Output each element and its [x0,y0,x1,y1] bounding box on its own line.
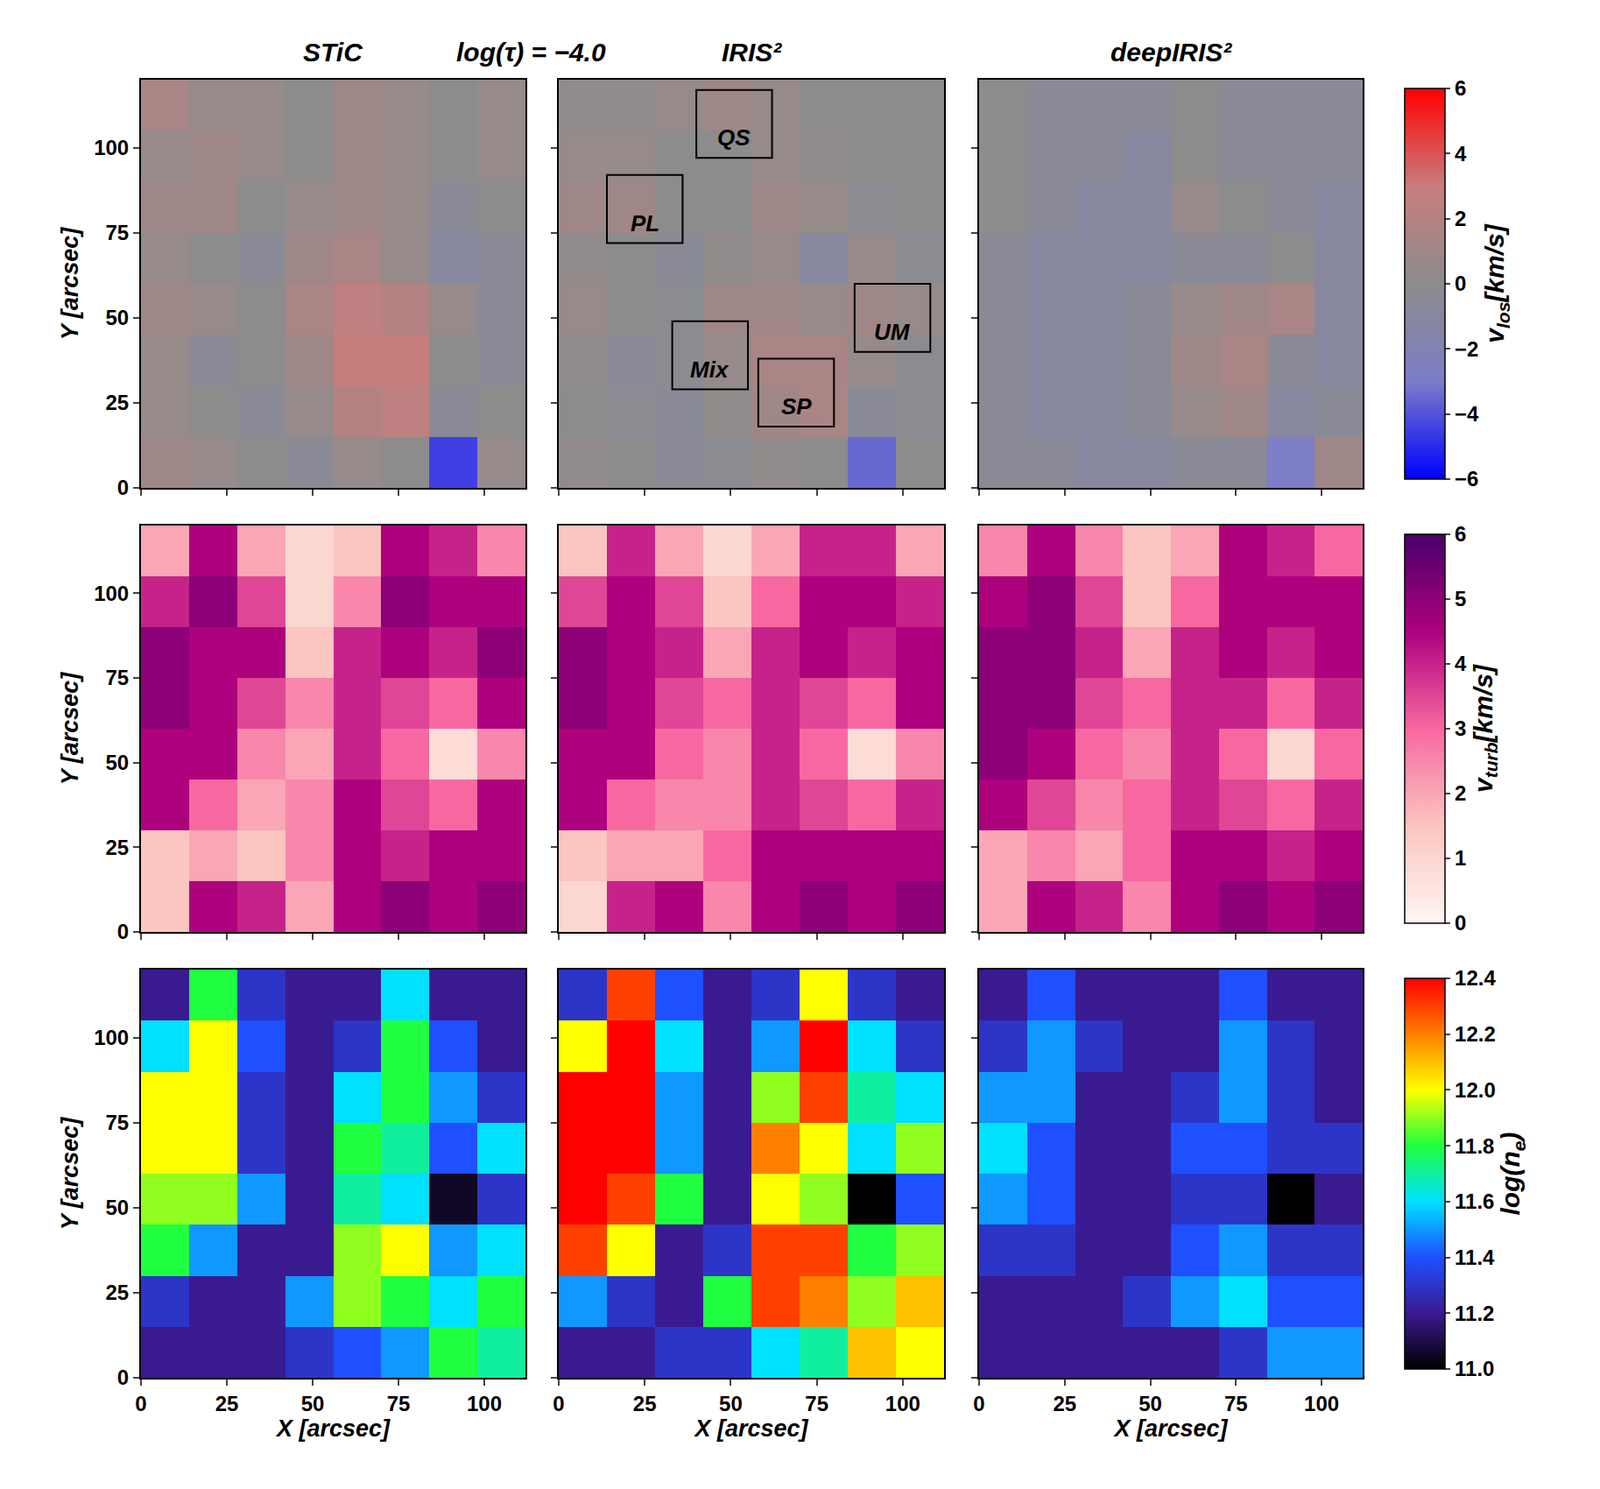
svg-text:3: 3 [1454,716,1467,741]
svg-text:Mix: Mix [690,356,730,383]
svg-text:Y [arcsec]: Y [arcsec] [56,1116,84,1231]
svg-text:0: 0 [117,919,129,944]
svg-text:6: 6 [1454,76,1467,100]
svg-text:11.6: 11.6 [1454,1189,1495,1213]
svg-text:−4: −4 [1454,401,1480,426]
svg-text:v​los​[km/s]: v​los​[km/s] [1480,223,1513,343]
svg-text:75: 75 [1224,1391,1248,1416]
svg-text:100: 100 [93,1025,129,1050]
svg-text:100: 100 [93,135,129,160]
svg-text:QS: QS [717,124,751,151]
svg-text:6: 6 [1454,521,1467,546]
svg-text:log(n​e​): log(n​e​) [1495,1132,1529,1216]
svg-text:STiC: STiC [303,37,364,67]
svg-text:11.2: 11.2 [1454,1301,1495,1326]
svg-text:X [arcsec]: X [arcsec] [1112,1415,1228,1442]
svg-text:−6: −6 [1454,466,1479,491]
svg-text:25: 25 [215,1391,240,1416]
svg-text:25: 25 [105,390,129,415]
svg-text:0: 0 [134,1391,147,1416]
svg-text:11.4: 11.4 [1454,1245,1495,1269]
svg-text:UM: UM [874,318,911,346]
svg-text:75: 75 [105,665,129,690]
svg-text:12.2: 12.2 [1454,1022,1496,1046]
svg-text:25: 25 [105,835,129,860]
svg-text:−2: −2 [1454,337,1479,361]
svg-text:X [arcsec]: X [arcsec] [692,1415,809,1442]
svg-text:12.0: 12.0 [1454,1078,1496,1102]
svg-text:11.0: 11.0 [1454,1356,1495,1381]
svg-text:4: 4 [1454,651,1467,676]
svg-text:25: 25 [1052,1391,1077,1416]
svg-text:0: 0 [1454,271,1467,296]
svg-text:Y [arcsec]: Y [arcsec] [56,226,84,341]
svg-text:75: 75 [105,220,129,245]
svg-text:75: 75 [387,1391,411,1416]
svg-text:75: 75 [105,1110,129,1135]
svg-text:PL: PL [630,210,660,237]
svg-text:25: 25 [105,1280,129,1304]
svg-text:deepIRIS²: deepIRIS² [1110,37,1233,67]
svg-text:0: 0 [117,1365,129,1389]
svg-text:0: 0 [117,475,129,500]
svg-text:50: 50 [105,1195,129,1220]
svg-text:100: 100 [466,1391,502,1416]
svg-text:1: 1 [1454,845,1467,870]
svg-text:11.8: 11.8 [1454,1134,1495,1158]
svg-text:IRIS²: IRIS² [721,37,783,67]
svg-text:SP: SP [781,393,812,420]
svg-text:0: 0 [972,1391,985,1416]
svg-text:0: 0 [1454,910,1467,935]
svg-text:2: 2 [1454,206,1467,231]
svg-text:X [arcsec]: X [arcsec] [274,1415,391,1442]
svg-text:75: 75 [804,1391,829,1416]
svg-text:50: 50 [718,1391,743,1416]
svg-text:2: 2 [1454,781,1467,805]
svg-text:log(τ) = −4.0: log(τ) = −4.0 [456,37,607,67]
svg-text:5: 5 [1454,586,1467,611]
svg-text:50: 50 [105,750,129,775]
svg-text:100: 100 [885,1391,921,1416]
svg-text:100: 100 [93,581,129,606]
svg-text:50: 50 [105,305,129,330]
svg-text:0: 0 [552,1391,564,1416]
svg-text:v​turb​[km/s]: v​turb​[km/s] [1468,663,1502,793]
svg-text:4: 4 [1454,141,1467,166]
svg-text:12.4: 12.4 [1454,965,1496,990]
svg-text:50: 50 [1138,1391,1163,1416]
svg-text:100: 100 [1303,1391,1340,1416]
svg-text:50: 50 [301,1391,325,1416]
svg-text:Y [arcsec]: Y [arcsec] [56,671,84,786]
svg-text:25: 25 [633,1391,657,1416]
